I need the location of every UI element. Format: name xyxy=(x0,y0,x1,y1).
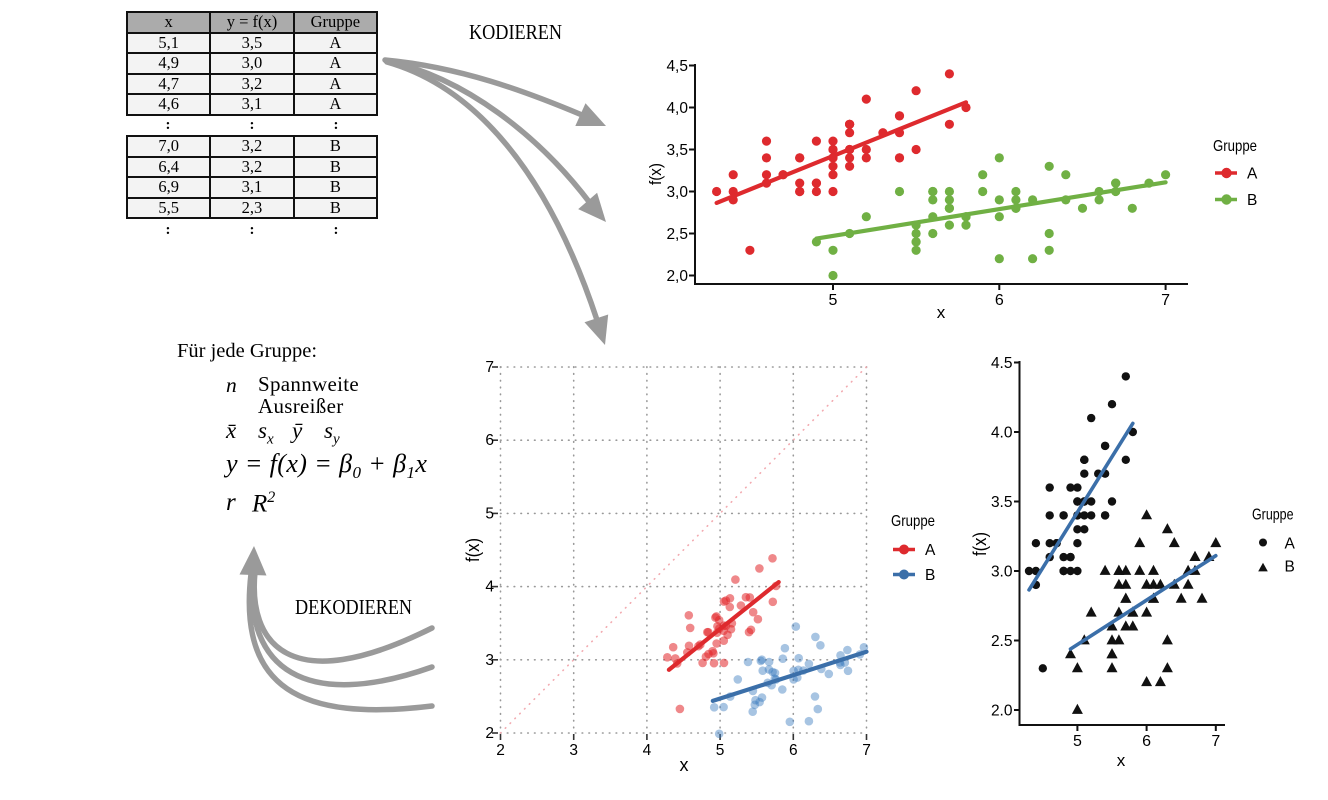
svg-text:5: 5 xyxy=(716,742,725,759)
svg-text:2.5: 2.5 xyxy=(991,633,1013,650)
svg-text:2.0: 2.0 xyxy=(991,703,1013,720)
svg-text:3,0: 3,0 xyxy=(666,184,688,201)
svg-text:4,0: 4,0 xyxy=(666,100,688,117)
svg-text:5: 5 xyxy=(485,505,494,522)
svg-text:4.5: 4.5 xyxy=(991,355,1013,372)
svg-text:7: 7 xyxy=(485,359,494,376)
svg-text:B: B xyxy=(1285,559,1295,576)
svg-text:4.0: 4.0 xyxy=(991,425,1013,442)
svg-text:Gruppe: Gruppe xyxy=(1213,138,1257,155)
svg-text:2,0: 2,0 xyxy=(666,268,688,285)
svg-text:x: x xyxy=(937,303,946,322)
svg-text:x: x xyxy=(1117,751,1126,770)
svg-text:3.5: 3.5 xyxy=(991,494,1013,511)
svg-text:A: A xyxy=(925,542,936,559)
svg-text:6: 6 xyxy=(1142,733,1151,750)
svg-text:f(x): f(x) xyxy=(646,163,665,185)
svg-text:5: 5 xyxy=(829,292,838,309)
svg-text:7: 7 xyxy=(862,742,871,759)
svg-text:B: B xyxy=(925,567,935,584)
svg-text:6: 6 xyxy=(789,742,798,759)
svg-text:A: A xyxy=(1247,166,1258,183)
svg-text:3,5: 3,5 xyxy=(666,142,688,159)
svg-text:2: 2 xyxy=(485,725,494,742)
svg-text:3: 3 xyxy=(569,742,578,759)
svg-text:A: A xyxy=(1285,536,1296,553)
svg-text:f(x): f(x) xyxy=(463,538,483,562)
svg-text:3: 3 xyxy=(485,652,494,669)
svg-text:2: 2 xyxy=(496,742,505,759)
svg-text:4,5: 4,5 xyxy=(666,58,688,75)
svg-text:Gruppe: Gruppe xyxy=(891,513,935,530)
svg-text:6: 6 xyxy=(485,432,494,449)
svg-text:f(x): f(x) xyxy=(970,532,990,556)
svg-text:2,5: 2,5 xyxy=(666,226,688,243)
svg-text:7: 7 xyxy=(1211,733,1220,750)
svg-text:6: 6 xyxy=(995,292,1004,309)
svg-text:5: 5 xyxy=(1073,733,1082,750)
svg-text:7: 7 xyxy=(1161,292,1170,309)
svg-text:B: B xyxy=(1247,192,1257,209)
svg-text:Gruppe: Gruppe xyxy=(1252,507,1294,524)
svg-text:x: x xyxy=(680,755,689,775)
svg-text:4: 4 xyxy=(643,742,652,759)
svg-text:4: 4 xyxy=(485,579,494,596)
svg-text:3.0: 3.0 xyxy=(991,564,1013,581)
